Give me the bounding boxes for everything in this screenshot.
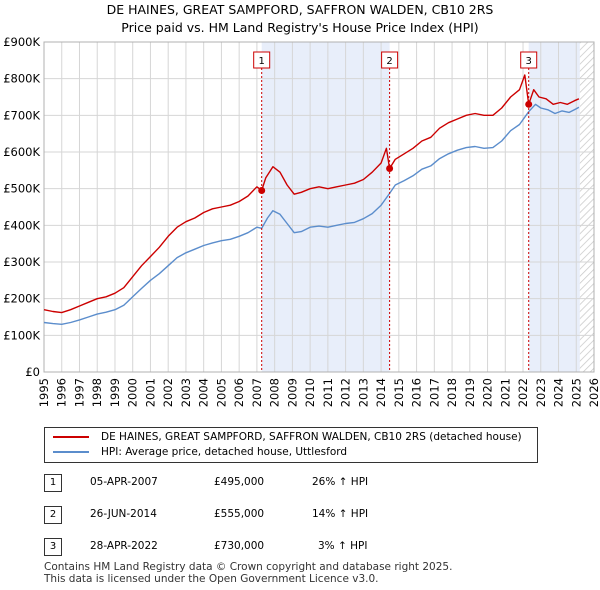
- sale-number-badge: 3: [44, 538, 62, 556]
- chart-subtitle: Price paid vs. HM Land Registry's House …: [121, 20, 479, 35]
- x-tick-label: 2016: [410, 378, 424, 407]
- x-tick-label: 2017: [427, 378, 441, 407]
- y-tick-label: £200K: [3, 292, 40, 306]
- sale-marker-label: 1: [259, 56, 265, 67]
- y-tick-label: £700K: [3, 108, 40, 122]
- footer-copyright: Contains HM Land Registry data © Crown c…: [44, 561, 453, 573]
- sale-number-badge: 2: [44, 506, 62, 524]
- sale-date: 26-JUN-2014: [90, 508, 157, 520]
- y-tick-label: £900K: [3, 35, 40, 49]
- sale-date: 28-APR-2022: [90, 540, 158, 552]
- x-tick-label: 1998: [90, 378, 104, 407]
- hpi-line: [43, 103, 580, 325]
- y-tick-label: £600K: [3, 145, 40, 159]
- y-tick-label: £100K: [3, 328, 40, 342]
- shaded-period: [261, 42, 390, 372]
- x-tick-label: 2024: [552, 378, 566, 407]
- x-tick-label: 2012: [339, 378, 353, 407]
- legend-swatch-hpi: [53, 451, 89, 453]
- sale-marker-box: [381, 51, 399, 69]
- sale-date: 05-APR-2007: [90, 476, 158, 488]
- sale-marker-label: 2: [386, 56, 392, 67]
- sale-price: £730,000: [214, 540, 265, 552]
- x-tick-label: 2025: [569, 378, 583, 407]
- shaded-period: [528, 42, 580, 372]
- x-tick-label: 2010: [303, 378, 317, 407]
- x-tick-label: 2026: [587, 378, 600, 407]
- x-tick-label: 2018: [445, 378, 459, 407]
- x-tick-label: 2020: [481, 378, 495, 407]
- sale-price: £555,000: [214, 508, 265, 520]
- sale-hpi-change: 26% ↑ HPI: [312, 476, 369, 488]
- x-tick-label: 2013: [356, 378, 370, 407]
- x-tick-label: 2000: [126, 378, 140, 407]
- x-tick-label: 2019: [463, 378, 477, 407]
- y-tick-label: £800K: [3, 72, 40, 86]
- x-tick-label: 2003: [179, 378, 193, 407]
- x-tick-label: 2005: [214, 378, 228, 407]
- x-tick-label: 2014: [374, 378, 388, 407]
- x-tick-label: 2022: [516, 378, 530, 407]
- legend-label-hpi: HPI: Average price, detached house, Uttl…: [101, 446, 348, 458]
- legend-swatch-property: [53, 436, 89, 438]
- legend-item-property: DE HAINES, GREAT SAMPFORD, SAFFRON WALDE…: [53, 431, 522, 443]
- x-tick-label: 2015: [392, 378, 406, 407]
- legend: DE HAINES, GREAT SAMPFORD, SAFFRON WALDE…: [44, 427, 538, 463]
- x-tick-label: 2006: [232, 378, 246, 407]
- sale-marker-box: [520, 51, 538, 69]
- sale-number-badge: 1: [44, 474, 62, 492]
- legend-label-property: DE HAINES, GREAT SAMPFORD, SAFFRON WALDE…: [101, 431, 522, 443]
- y-tick-label: £0: [25, 365, 40, 379]
- sale-price: £495,000: [214, 476, 265, 488]
- y-tick-label: £500K: [3, 182, 40, 196]
- chart-title: DE HAINES, GREAT SAMPFORD, SAFFRON WALDE…: [106, 2, 494, 17]
- x-tick-label: 1996: [55, 378, 69, 407]
- x-tick-label: 1997: [72, 378, 86, 407]
- x-tick-label: 2011: [321, 378, 335, 407]
- x-tick-label: 1999: [108, 378, 122, 407]
- x-tick-label: 2007: [250, 378, 264, 407]
- x-tick-label: 2001: [143, 378, 157, 407]
- price-chart: £0 £100K £200K £300K £400K £500K £600K £700K £80…: [3, 35, 600, 407]
- sale-point: [525, 100, 533, 108]
- x-tick-label: 2002: [161, 378, 175, 407]
- legend-item-hpi: HPI: Average price, detached house, Uttl…: [53, 446, 347, 458]
- y-tick-label: £300K: [3, 255, 40, 269]
- x-tick-label: 2009: [285, 378, 299, 407]
- forecast-hatch: [579, 42, 594, 372]
- sale-hpi-change: 3% ↑ HPI: [318, 540, 368, 552]
- sale-hpi-change: 14% ↑ HPI: [312, 508, 369, 520]
- sale-point: [258, 187, 266, 194]
- plot-frame: [43, 41, 595, 373]
- x-tick-label: 1995: [37, 378, 51, 407]
- x-tick-label: 2023: [534, 378, 548, 407]
- sale-point: [386, 165, 394, 172]
- footer-licence: This data is licensed under the Open Gov…: [44, 573, 379, 585]
- x-tick-label: 2008: [268, 378, 282, 407]
- property-price-line: [43, 74, 580, 314]
- x-tick-label: 2021: [498, 378, 512, 407]
- sale-marker-box: [253, 51, 271, 69]
- y-tick-label: £400K: [3, 218, 40, 232]
- x-tick-label: 2004: [197, 378, 211, 407]
- sale-marker-label: 3: [526, 56, 532, 67]
